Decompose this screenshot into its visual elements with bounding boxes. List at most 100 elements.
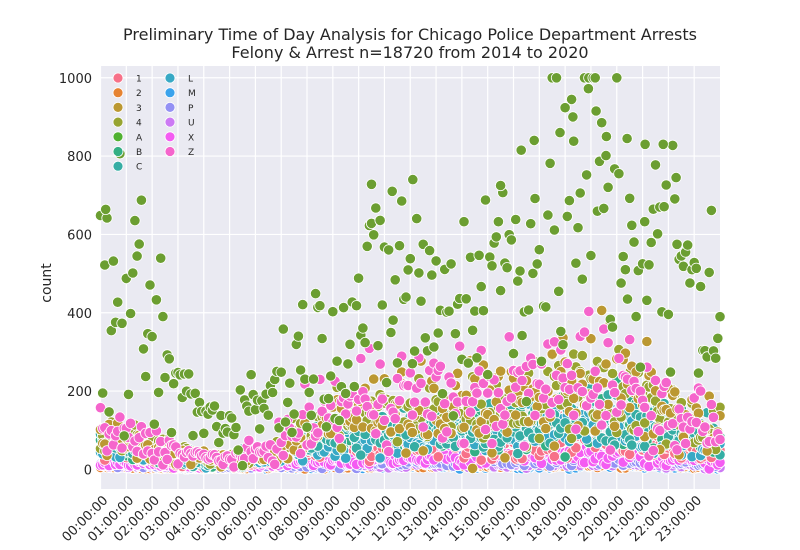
data-point	[712, 332, 724, 344]
data-point	[430, 255, 442, 267]
data-point	[243, 434, 255, 446]
data-point	[515, 144, 527, 156]
data-point	[608, 420, 621, 432]
data-point	[116, 317, 128, 329]
data-point	[494, 365, 507, 377]
data-point	[649, 374, 662, 386]
data-point	[277, 449, 289, 461]
data-point	[189, 387, 201, 399]
legend-marker	[112, 116, 124, 128]
data-point	[694, 385, 707, 397]
legend-item-U: U	[164, 116, 195, 129]
data-point	[146, 330, 158, 343]
data-point	[350, 405, 363, 417]
data-point	[415, 377, 427, 389]
data-point	[322, 392, 335, 405]
data-point	[555, 325, 567, 337]
data-point	[432, 327, 444, 339]
data-point	[443, 305, 455, 317]
data-point	[148, 418, 160, 430]
data-point	[114, 411, 126, 423]
data-point	[679, 437, 692, 450]
data-point	[352, 272, 365, 284]
data-point	[576, 349, 588, 362]
data-point	[325, 370, 337, 382]
data-point	[568, 392, 580, 404]
data-point	[568, 135, 580, 147]
data-point	[671, 238, 683, 250]
legend-marker	[112, 131, 124, 143]
data-point	[630, 310, 642, 323]
data-point	[198, 427, 210, 439]
data-point	[386, 185, 398, 197]
data-point	[477, 305, 489, 317]
data-point	[589, 365, 601, 377]
data-point	[374, 452, 386, 464]
data-point	[482, 387, 494, 399]
data-point	[368, 229, 380, 241]
data-point	[540, 301, 552, 313]
data-point	[445, 377, 457, 389]
data-point	[639, 216, 651, 228]
data-point	[426, 410, 438, 422]
data-point	[606, 321, 619, 333]
data-point	[125, 417, 137, 429]
data-point	[337, 301, 350, 314]
legend-marker	[112, 72, 124, 84]
data-point	[408, 396, 421, 408]
data-point	[172, 458, 184, 470]
data-point	[688, 392, 700, 404]
data-point	[528, 134, 540, 146]
data-point	[312, 427, 324, 439]
data-point	[533, 432, 545, 444]
data-point	[499, 409, 511, 421]
data-point	[462, 357, 474, 369]
data-point	[576, 385, 588, 398]
data-point	[378, 414, 390, 426]
data-point	[501, 262, 513, 274]
x-tick-labels: 00:00:0001:00:0002:00:0003:00:0004:00:00…	[59, 493, 705, 545]
legend-item-L: L	[164, 72, 193, 85]
data-point	[624, 448, 636, 460]
data-point	[466, 324, 479, 336]
data-point	[404, 367, 416, 379]
data-point	[611, 72, 623, 84]
data-point	[417, 421, 429, 433]
data-point	[432, 451, 444, 463]
data-point	[417, 445, 429, 457]
legend-item-4: 4	[112, 116, 142, 129]
data-point	[357, 322, 369, 334]
data-point	[262, 409, 274, 421]
data-point	[383, 445, 395, 458]
data-point	[266, 386, 279, 399]
data-point	[602, 181, 614, 193]
data-point	[667, 139, 679, 151]
legend-marker	[164, 116, 176, 128]
data-point	[710, 352, 722, 364]
data-point	[621, 293, 634, 305]
data-point	[161, 453, 173, 465]
data-point	[408, 345, 421, 357]
data-point	[292, 330, 304, 342]
data-point	[333, 414, 345, 427]
legend-marker	[164, 146, 176, 157]
data-point	[165, 426, 178, 439]
data-point	[694, 280, 707, 293]
legend-label: 4	[136, 119, 142, 129]
data-point	[396, 195, 408, 207]
data-point	[411, 213, 423, 225]
data-point	[439, 398, 451, 410]
data-point	[703, 266, 715, 278]
data-point	[628, 236, 640, 248]
data-point	[447, 410, 459, 422]
data-point	[426, 269, 438, 281]
data-point	[600, 130, 613, 143]
data-point	[391, 372, 403, 385]
data-point	[335, 442, 347, 454]
data-point	[658, 201, 670, 213]
data-point	[593, 398, 606, 410]
data-point	[107, 255, 120, 267]
data-point	[294, 364, 307, 376]
data-point	[116, 442, 128, 454]
